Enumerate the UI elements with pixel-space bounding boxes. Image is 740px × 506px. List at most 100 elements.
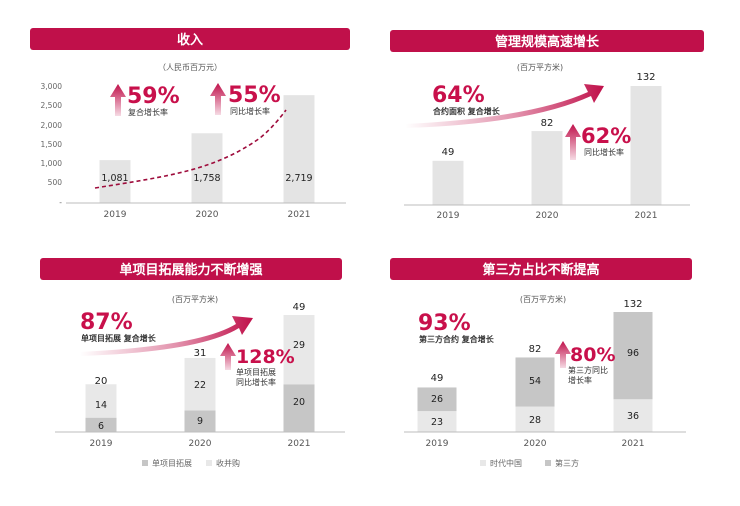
single-x-labels: 2019 2020 2021 xyxy=(90,439,311,449)
bar-segment-2020-1 xyxy=(184,357,216,411)
y-tick: 3,000 xyxy=(41,82,63,91)
x-tick: 2021 xyxy=(288,439,311,449)
bar-2020 xyxy=(191,133,223,203)
single-segment-labels: 6 14 9 22 20 29 xyxy=(95,340,305,432)
bar-segment-2019-1 xyxy=(417,387,457,412)
stat-value: 128% xyxy=(236,346,295,368)
segment-label: 29 xyxy=(293,340,305,351)
value-label: 82 xyxy=(541,118,554,129)
third-bars xyxy=(417,312,653,432)
revenue-unit: （人民币百万元） xyxy=(158,63,222,72)
segment-label: 6 xyxy=(98,421,104,432)
segment-label: 54 xyxy=(529,376,541,387)
segment-label: 23 xyxy=(431,417,443,428)
area-title-banner xyxy=(390,30,704,52)
value-label: 132 xyxy=(636,72,655,83)
bar-segment-2020-0 xyxy=(515,406,555,432)
stat-label: 同比增长率 xyxy=(230,106,270,116)
bar-2021 xyxy=(630,86,662,205)
segment-label: 26 xyxy=(431,394,443,405)
bar-2019 xyxy=(432,160,464,205)
x-tick: 2021 xyxy=(622,439,645,449)
segment-label: 9 xyxy=(197,416,203,427)
y-tick: 2,500 xyxy=(41,101,63,110)
bar-segment-2020-1 xyxy=(515,357,555,407)
segment-label: 20 xyxy=(293,397,305,408)
revenue-title: 收入 xyxy=(177,32,203,48)
segment-label: 36 xyxy=(627,411,639,422)
revenue-stat-yoy: 55% 同比增长率 xyxy=(210,83,281,116)
y-tick: 1,000 xyxy=(41,159,63,168)
third-legend: 时代中国 第三方 xyxy=(480,458,579,468)
value-label: 1,081 xyxy=(101,173,128,184)
third-segment-labels: 23 26 28 54 36 96 xyxy=(431,348,639,428)
legend-label: 收并购 xyxy=(216,458,240,468)
single-stat-cagr: 87% 单项目拓展 复合增长 xyxy=(80,310,157,343)
bar-segment-2019-0 xyxy=(85,417,117,432)
revenue-x-labels: 2019 2020 2021 xyxy=(104,210,311,220)
third-unit: (百万平方米) xyxy=(520,294,566,304)
third-total-labels: 49 82 132 xyxy=(431,299,643,384)
y-tick: 1,500 xyxy=(41,140,63,149)
single-title: 单项目拓展能力不断增强 xyxy=(119,262,262,278)
value-label: 2,719 xyxy=(285,173,312,184)
y-tick: 2,000 xyxy=(41,121,63,130)
bar-segment-2019-0 xyxy=(417,411,457,432)
area-unit: (百万平方米) xyxy=(517,62,563,72)
stat-value: 87% xyxy=(80,310,133,335)
total-label: 20 xyxy=(95,376,108,387)
bar-2019 xyxy=(99,160,131,203)
bar-segment-2021-1 xyxy=(613,312,653,400)
y-tick: - xyxy=(59,198,62,207)
stat-value: 93% xyxy=(418,311,471,336)
third-stat-yoy: 80% 第三方同比 增长率 xyxy=(555,341,615,385)
stat-label: 第三方合约 复合增长 xyxy=(419,334,495,344)
legend-label: 单项目拓展 xyxy=(152,458,192,468)
x-tick: 2020 xyxy=(189,439,212,449)
total-label: 132 xyxy=(623,299,642,310)
single-bars xyxy=(85,315,315,432)
growth-arrow-icon xyxy=(405,84,604,128)
total-label: 31 xyxy=(194,348,207,359)
third-title-banner xyxy=(390,258,692,280)
value-label: 49 xyxy=(442,147,455,158)
revenue-stat-cagr: 59% 复合增长率 xyxy=(110,84,180,117)
stat-value: 80% xyxy=(570,344,615,366)
x-tick: 2021 xyxy=(635,211,658,221)
bar-segment-2020-0 xyxy=(184,410,216,432)
area-title: 管理规模高速增长 xyxy=(495,34,600,50)
y-tick: 500 xyxy=(48,178,63,187)
third-title: 第三方占比不断提高 xyxy=(482,262,599,278)
stat-label: 复合增长率 xyxy=(128,107,168,117)
up-arrow-icon xyxy=(210,83,226,115)
single-title-banner xyxy=(40,258,342,280)
bar-segment-2021-0 xyxy=(283,384,315,432)
area-value-labels: 49 82 132 xyxy=(442,72,656,158)
legend-label: 时代中国 xyxy=(490,458,522,468)
segment-label: 28 xyxy=(529,415,541,426)
area-stat-cagr: 64% 合约面积 复合增长 xyxy=(432,83,501,116)
legend-swatch xyxy=(545,460,551,466)
third-stat-cagr: 93% 第三方合约 复合增长 xyxy=(418,311,495,344)
stat-label: 同比增长率 xyxy=(584,147,624,157)
legend-swatch xyxy=(480,460,486,466)
revenue-trend-line xyxy=(94,109,287,189)
stat-value: 64% xyxy=(432,83,485,108)
up-arrow-icon xyxy=(555,341,571,368)
legend-label: 第三方 xyxy=(555,458,579,468)
bar-2020 xyxy=(531,131,563,205)
stat-value: 59% xyxy=(127,84,180,109)
total-label: 49 xyxy=(431,373,444,384)
value-label: 1,758 xyxy=(193,173,220,184)
single-total-labels: 20 31 49 xyxy=(95,302,306,387)
x-tick: 2019 xyxy=(426,439,449,449)
segment-label: 14 xyxy=(95,400,107,411)
bar-segment-2021-0 xyxy=(613,399,653,432)
single-unit: (百万平方米) xyxy=(172,294,218,304)
legend-swatch xyxy=(142,460,148,466)
area-panel: 管理规模高速增长 (百万平方米) 2019 2020 2021 49 82 13… xyxy=(390,30,704,221)
total-label: 49 xyxy=(293,302,306,313)
area-bars xyxy=(432,86,662,205)
